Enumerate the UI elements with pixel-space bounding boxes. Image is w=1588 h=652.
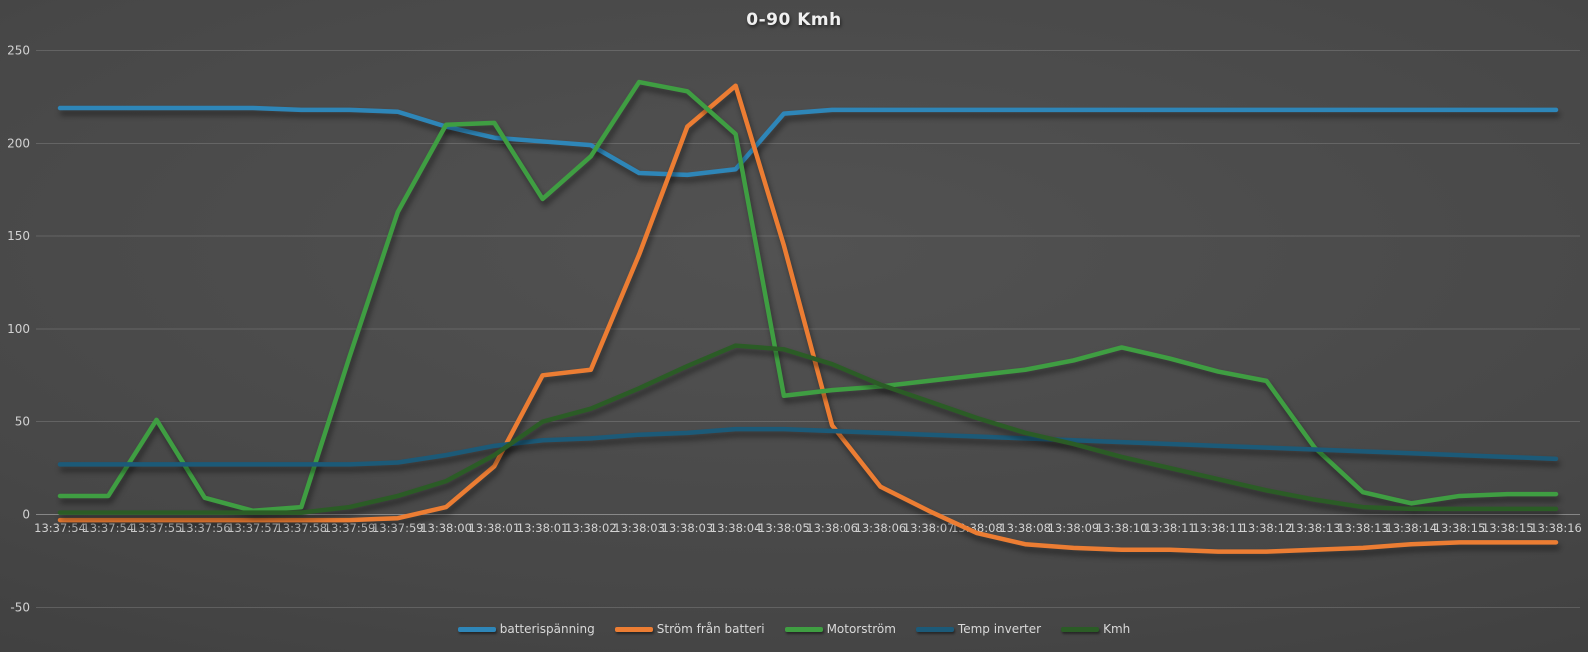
series-line-motorstr-m[interactable]	[57, 79, 1559, 514]
x-tick-label: 13:37:59	[372, 521, 424, 535]
legend-label: Kmh	[1103, 622, 1131, 636]
x-tick-label: 13:38:03	[662, 521, 714, 535]
x-tick-label: 13:37:57	[227, 521, 279, 535]
series-line-batterisp-nning[interactable]	[57, 105, 1559, 178]
x-tick-label: 13:37:54	[34, 521, 86, 535]
legend-item-batterisp-nning[interactable]: batterispänning	[457, 622, 595, 636]
x-tick-label: 13:38:13	[1289, 521, 1341, 535]
x-tick-label: 13:38:08	[951, 521, 1003, 535]
x-tick-label: 13:38:08	[999, 521, 1051, 535]
x-tick-label: 13:38:00	[420, 521, 472, 535]
x-tick-label: 13:38:01	[468, 521, 520, 535]
x-tick-label: 13:38:09	[1048, 521, 1100, 535]
x-tick-label: 13:37:59	[324, 521, 376, 535]
x-tick-label: 13:38:16	[1530, 521, 1582, 535]
legend-item-temp-inverter[interactable]: Temp inverter	[915, 622, 1042, 636]
legend-label: Temp inverter	[957, 622, 1042, 636]
y-tick-label: -50	[10, 600, 30, 614]
legend-swatch	[614, 626, 653, 632]
y-tick-label: 0	[22, 508, 30, 522]
legend-item-str-m-fr-n-batteri[interactable]: Ström från batteri	[614, 622, 765, 636]
x-tick-label: 13:38:13	[1337, 521, 1389, 535]
chart-title[interactable]: 0-90 Kmh	[746, 10, 842, 30]
x-tick-label: 13:38:15	[1434, 521, 1486, 535]
x-tick-label: 13:38:02	[565, 521, 617, 535]
series-line-kmh[interactable]	[57, 343, 1559, 515]
x-tick-label: 13:38:01	[517, 521, 569, 535]
chart-legend: batterispänning Ström från batteri Motorst…	[0, 622, 1588, 636]
x-tick-label: 13:38:06	[855, 521, 907, 535]
legend-label: batterispänning	[499, 622, 595, 636]
series-line-str-m-fr-n-batteri[interactable]	[57, 83, 1559, 554]
x-tick-label: 13:38:11	[1144, 521, 1196, 535]
x-tick-label: 13:38:04	[710, 521, 762, 535]
legend-item-kmh[interactable]: Kmh	[1061, 622, 1130, 636]
x-tick-label: 13:38:10	[1096, 521, 1148, 535]
x-tick-label: 13:38:12	[1241, 521, 1293, 535]
x-tick-label: 13:37:55	[131, 521, 183, 535]
x-tick-label: 13:38:06	[806, 521, 858, 535]
y-tick-label: 50	[15, 415, 30, 429]
x-tick-label: 13:38:11	[1192, 521, 1244, 535]
legend-swatch	[1061, 626, 1100, 632]
x-tick-label: 13:38:07	[903, 521, 955, 535]
x-tick-label: 13:37:56	[179, 521, 231, 535]
legend-label: Motorström	[826, 622, 896, 636]
legend-swatch	[915, 626, 954, 632]
y-tick-label: 250	[7, 44, 30, 58]
legend-label: Ström från batteri	[656, 622, 765, 636]
x-tick-label: 13:37:58	[275, 521, 327, 535]
x-tick-label: 13:38:05	[758, 521, 810, 535]
y-tick-label: 100	[7, 322, 30, 336]
x-tick-label: 13:38:15	[1482, 521, 1534, 535]
y-tick-label: 150	[7, 229, 30, 243]
x-tick-label: 13:37:54	[82, 521, 134, 535]
x-tick-label: 13:38:14	[1385, 521, 1437, 535]
legend-swatch	[457, 626, 496, 632]
series-line-temp-inverter[interactable]	[57, 426, 1559, 467]
x-tick-label: 13:38:03	[613, 521, 665, 535]
legend-swatch	[784, 626, 823, 632]
legend-item-motorstr-m[interactable]: Motorström	[784, 622, 896, 636]
y-tick-label: 200	[7, 136, 30, 150]
